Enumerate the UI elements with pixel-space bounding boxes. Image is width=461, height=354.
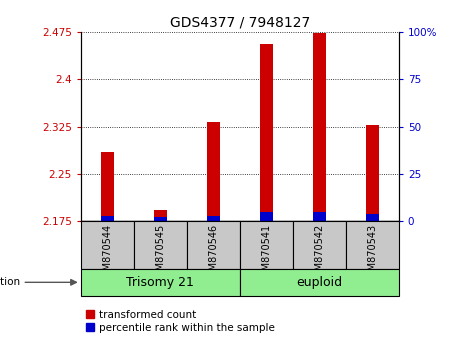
Bar	[134, 221, 187, 269]
Legend: transformed count, percentile rank within the sample: transformed count, percentile rank withi…	[86, 310, 275, 333]
Bar	[366, 214, 379, 221]
Bar	[313, 33, 326, 221]
Bar	[240, 221, 293, 269]
Bar	[154, 210, 167, 221]
Bar	[293, 221, 346, 269]
Bar	[81, 221, 134, 269]
Text: GSM870543: GSM870543	[367, 224, 377, 283]
Text: GSM870541: GSM870541	[261, 224, 271, 283]
Bar	[100, 216, 114, 221]
Text: Trisomy 21: Trisomy 21	[126, 276, 194, 289]
Bar	[81, 269, 240, 296]
Bar	[207, 121, 220, 221]
Bar	[100, 152, 114, 221]
Bar	[240, 269, 399, 296]
Bar	[346, 221, 399, 269]
Text: GSM870544: GSM870544	[102, 224, 112, 283]
Bar	[260, 212, 273, 221]
Text: genotype/variation: genotype/variation	[0, 277, 21, 287]
Bar	[366, 125, 379, 221]
Text: GSM870546: GSM870546	[208, 224, 218, 283]
Bar	[154, 217, 167, 221]
Text: GSM870545: GSM870545	[155, 224, 165, 283]
Text: euploid: euploid	[296, 276, 343, 289]
Text: GSM870542: GSM870542	[314, 224, 324, 283]
Bar	[313, 212, 326, 221]
Bar	[207, 216, 220, 221]
Title: GDS4377 / 7948127: GDS4377 / 7948127	[170, 15, 310, 29]
Bar	[260, 45, 273, 221]
Bar	[187, 221, 240, 269]
